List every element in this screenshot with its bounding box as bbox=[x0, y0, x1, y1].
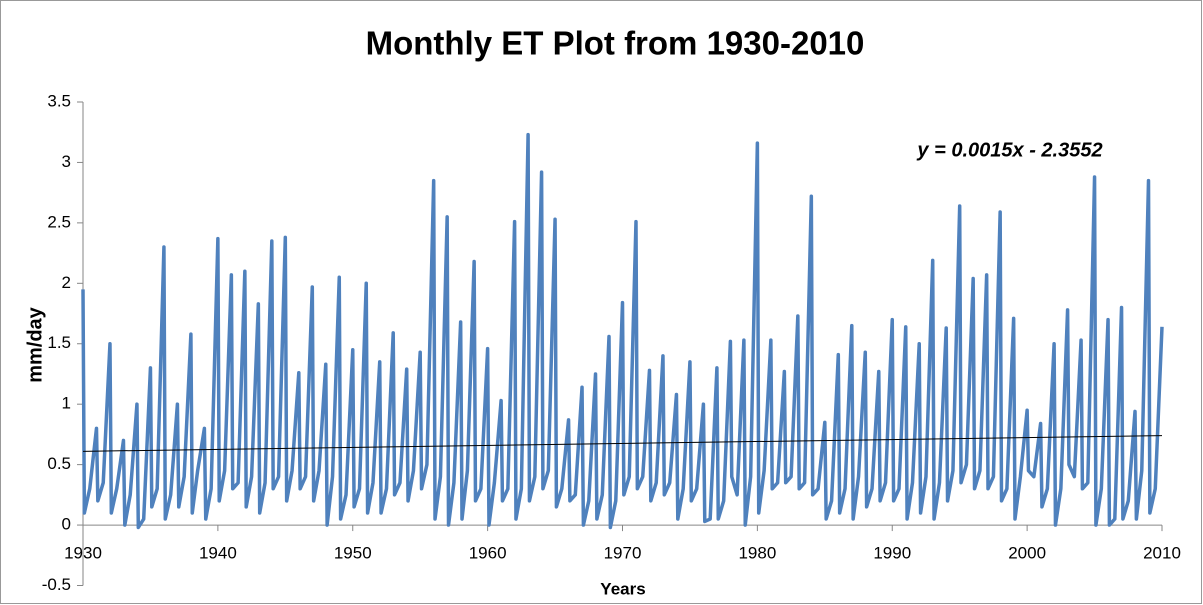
trend-line bbox=[82, 435, 1163, 452]
y-tick-label: 2 bbox=[62, 273, 71, 292]
chart-title: Monthly ET Plot from 1930-2010 bbox=[366, 25, 865, 62]
y-tick-label: 1 bbox=[62, 394, 71, 413]
x-tick-label: 2000 bbox=[1008, 544, 1046, 563]
y-tick-label: 3.5 bbox=[47, 91, 71, 110]
x-tick-label: 1950 bbox=[334, 544, 372, 563]
et-line bbox=[81, 132, 1164, 530]
y-tick-label: 2.5 bbox=[47, 212, 71, 231]
y-axis-label: mm/day bbox=[24, 306, 46, 382]
x-tick-label: 1980 bbox=[738, 544, 776, 563]
x-tick-label: 2010 bbox=[1143, 544, 1181, 563]
y-tick-label: 0.5 bbox=[47, 454, 71, 473]
x-tick-label: 1990 bbox=[873, 544, 911, 563]
x-tick-label: 1960 bbox=[469, 544, 507, 563]
y-tick-label: 1.5 bbox=[47, 333, 71, 352]
x-axis-label: Years bbox=[600, 579, 645, 598]
y-tick-label: 3 bbox=[62, 152, 71, 171]
y-tick-label: 0 bbox=[62, 515, 71, 534]
y-tick-label: -0.5 bbox=[42, 575, 71, 594]
trend-equation: y = 0.0015x - 2.3552 bbox=[916, 139, 1102, 161]
x-tick-label: 1930 bbox=[64, 544, 102, 563]
x-tick-label: 1940 bbox=[199, 544, 237, 563]
x-tick-label: 1970 bbox=[604, 544, 642, 563]
